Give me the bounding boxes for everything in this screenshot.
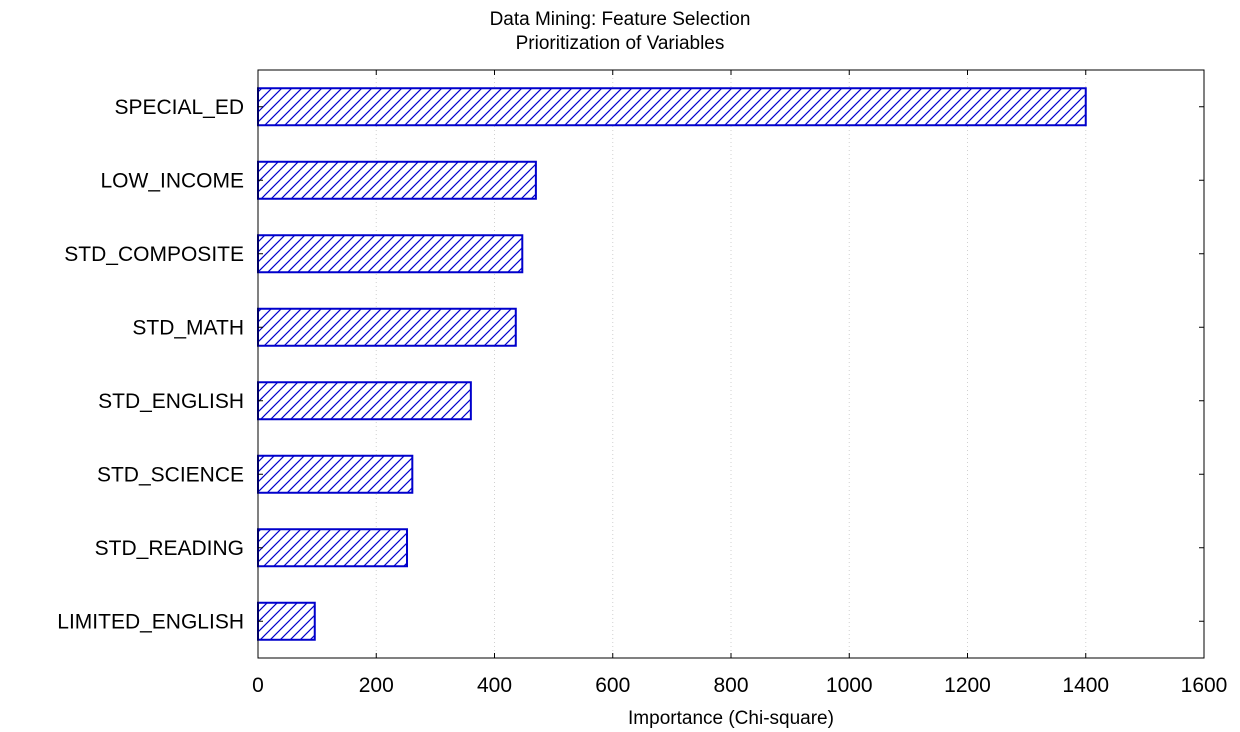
bar (257, 234, 524, 274)
x-tick-label: 0 (252, 674, 264, 697)
y-category-label: STD_MATH (132, 316, 244, 339)
bar (257, 528, 408, 568)
x-tick-label: 800 (713, 674, 748, 697)
x-tick-label: 1000 (826, 674, 873, 697)
y-category-label: LIMITED_ENGLISH (57, 610, 244, 633)
chart-subtitle: Prioritization of Variables (516, 33, 725, 54)
bar (257, 160, 537, 200)
bars (257, 87, 1087, 641)
x-tick-label: 600 (595, 674, 630, 697)
y-category-label: STD_COMPOSITE (64, 243, 244, 266)
x-axis-ticks: 0 200 400 600 800 1000 1200 1400 1600 (252, 70, 1227, 697)
y-category-label: STD_SCIENCE (97, 463, 244, 486)
bar (257, 454, 414, 494)
bar (257, 87, 1087, 127)
x-tick-label: 1600 (1181, 674, 1228, 697)
bar (257, 601, 316, 641)
x-axis-label: Importance (Chi-square) (628, 708, 834, 729)
y-category-label: STD_READING (95, 537, 244, 560)
x-tick-label: 1400 (1062, 674, 1109, 697)
x-tick-label: 200 (359, 674, 394, 697)
x-tick-label: 1200 (944, 674, 991, 697)
y-category-label: STD_ENGLISH (98, 390, 244, 413)
x-tick-label: 400 (477, 674, 512, 697)
chart-title: Data Mining: Feature Selection (490, 9, 751, 30)
y-category-label: LOW_INCOME (100, 169, 244, 192)
bar (257, 307, 517, 347)
gridlines (375, 70, 1087, 658)
y-axis-ticks: SPECIAL_ED LOW_INCOME STD_COMPOSITE STD_MAT… (57, 96, 1204, 633)
y-category-label: SPECIAL_ED (114, 96, 244, 119)
bar (257, 381, 472, 421)
